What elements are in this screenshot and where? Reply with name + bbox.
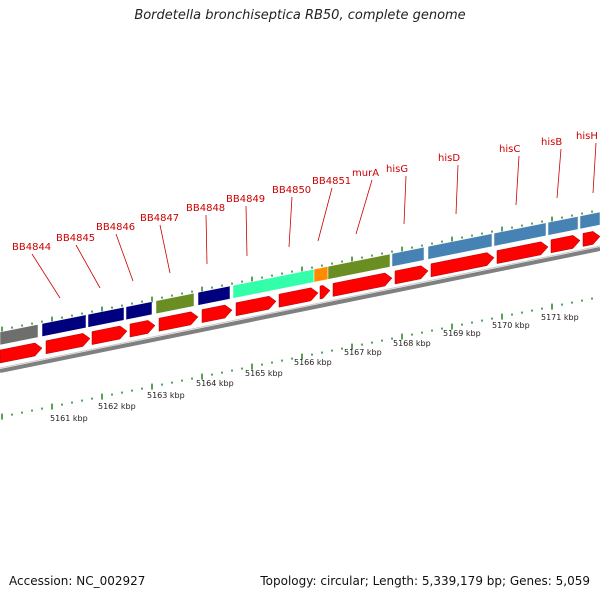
- kbp-label: 5168 kbp: [393, 339, 431, 348]
- accession-label: Accession: NC_002927: [9, 574, 146, 588]
- gene-leader-line: [455, 164, 459, 215]
- kbp-label: 5171 kbp: [541, 313, 579, 322]
- gene-label: BB4850: [272, 185, 311, 196]
- gene-label: BB4846: [96, 222, 135, 233]
- gene-leader-line: [159, 224, 171, 274]
- gene-leader-line: [403, 175, 407, 225]
- gene-leader-line: [31, 253, 61, 299]
- cog-block: [125, 301, 153, 321]
- gene-label: BB4849: [226, 194, 265, 205]
- cog-block: [41, 314, 87, 337]
- cog-block: [0, 324, 39, 346]
- cds-arrow: [45, 333, 91, 355]
- gene-label: BB4845: [56, 233, 95, 244]
- cds-arrow: [319, 285, 331, 300]
- gene-label: hisD: [438, 153, 460, 164]
- gene-label: BB4847: [140, 213, 179, 224]
- cds-arrow: [394, 265, 429, 285]
- gene-label: BB4851: [312, 176, 351, 187]
- gene-leader-line: [288, 196, 293, 248]
- gene-leader-line: [317, 187, 333, 242]
- cds-arrow: [496, 241, 549, 264]
- gene-label: hisH: [576, 131, 598, 142]
- kbp-label: 5169 kbp: [443, 329, 481, 338]
- gene-label: BB4848: [186, 203, 225, 214]
- gene-leader-line: [205, 214, 208, 265]
- gene-label: hisG: [386, 164, 408, 175]
- cds-arrow: [0, 342, 43, 364]
- gene-label: murA: [352, 168, 379, 179]
- gene-label: hisC: [499, 144, 520, 155]
- cds-arrow: [158, 311, 199, 332]
- cds-arrow: [430, 252, 495, 278]
- map-title: Bordetella bronchiseptica RB50, complete…: [134, 8, 466, 23]
- cog-block: [391, 246, 425, 267]
- kbp-label: 5170 kbp: [492, 321, 530, 330]
- cog-block: [327, 253, 391, 280]
- kbp-label: 5162 kbp: [98, 402, 136, 411]
- cog-block: [427, 233, 493, 260]
- cds-arrow: [235, 295, 277, 317]
- kbp-label: 5161 kbp: [50, 414, 88, 423]
- cog-block: [547, 216, 579, 236]
- cds-arrow: [550, 235, 581, 254]
- kbp-label: 5165 kbp: [245, 369, 283, 378]
- gene-leader-line: [592, 142, 597, 194]
- cog-block: [579, 211, 600, 230]
- kbp-label: 5164 kbp: [196, 379, 234, 388]
- cds-arrow: [582, 231, 600, 247]
- gene-label: BB4844: [12, 242, 51, 253]
- gene-leader-line: [556, 148, 562, 199]
- backbone-line: [0, 247, 600, 373]
- cds-arrow: [201, 304, 233, 323]
- cds-arrow: [278, 287, 319, 308]
- cds-arrow: [91, 325, 128, 345]
- kbp-label: 5166 kbp: [294, 358, 332, 367]
- cog-block: [155, 292, 195, 315]
- cds-arrow: [129, 320, 156, 338]
- gene-leader-line: [355, 179, 373, 235]
- gene-leader-line: [515, 155, 520, 206]
- cog-block: [313, 266, 329, 283]
- gene-leader-line: [115, 233, 134, 282]
- gene-label: hisB: [541, 137, 562, 148]
- backbone-highlight: [0, 245, 600, 369]
- gene-leader-line: [75, 244, 101, 289]
- genome-summary: Topology: circular; Length: 5,339,179 bp…: [260, 574, 590, 588]
- kbp-label: 5163 kbp: [147, 391, 185, 400]
- kbp-label: 5167 kbp: [344, 348, 382, 357]
- cog-block: [197, 285, 231, 306]
- cds-arrow: [332, 272, 393, 297]
- gene-leader-line: [245, 205, 248, 257]
- cog-block: [493, 222, 547, 247]
- cog-block: [87, 306, 125, 328]
